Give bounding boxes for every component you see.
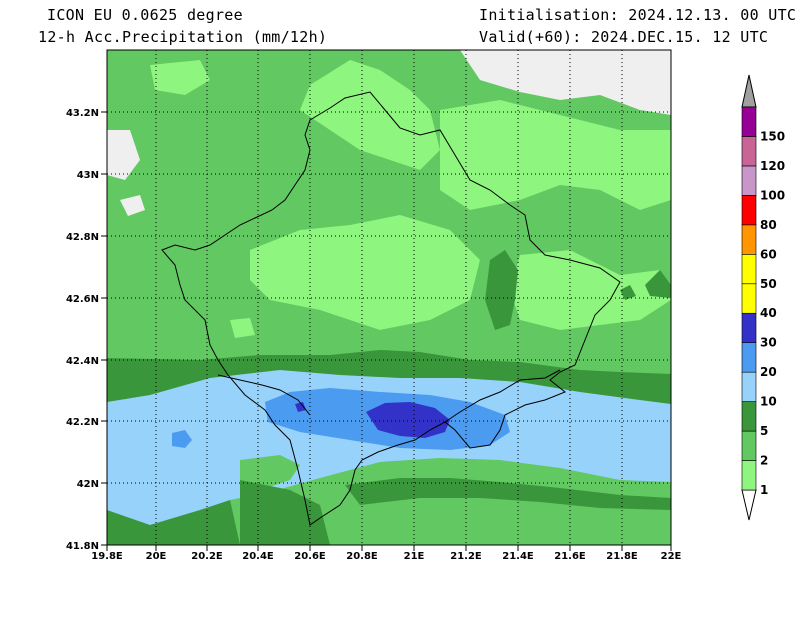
legend-arrow-top [741,74,757,108]
y-tick-label: 41.8N [66,541,99,552]
grid [107,50,671,545]
admin-border-2 [217,374,311,416]
x-tick-label: 21.4E [502,551,534,562]
dark-green-south3 [345,478,671,510]
country-border [161,91,621,526]
legend-label: 80 [760,218,777,232]
x-tick-label: 19.8E [91,551,123,562]
y-tick-label: 42.8N [66,232,99,243]
legend-color-box [741,342,757,373]
legend-color-box [741,312,757,343]
light-green-south [240,455,300,490]
dark-green-south [107,500,240,545]
y-tick-label: 43.2N [66,108,99,119]
legend-color-box [741,106,757,137]
legend-label: 2 [760,454,768,468]
legend-color-box [741,371,757,402]
mid-green-n [300,60,440,170]
x-tick-label: 21.8E [606,551,638,562]
legend-label: 1 [760,483,768,497]
dry-area-sw-blob [120,195,145,216]
legend-color-box [741,430,757,461]
legend-color-box [741,165,757,196]
legend-color-box [741,283,757,314]
x-tick-labels: 19.8E 20E 20.2E 20.4E 20.6E 20.8E 21E 21… [91,551,681,562]
legend-label: 120 [760,159,785,173]
y-tick-label: 42.2N [66,417,99,428]
legend-color-box [741,401,757,432]
y-tick-label: 42.4N [66,356,99,367]
x-tick-label: 22E [661,551,682,562]
x-tick-label: 21.2E [450,551,482,562]
precip-field [107,50,671,545]
admin-border [444,369,561,423]
legend-arrow-bottom [741,489,757,521]
x-tick-label: 20E [146,551,167,562]
deep-blue-core [366,402,450,438]
x-tick-label: 20.8E [346,551,378,562]
dry-area-nw [107,130,140,180]
dry-area-ne [460,50,671,115]
mid-green-w-blob [230,318,255,338]
color-legend: 1 2 5 10 20 30 40 50 60 80 100 120 150 [741,74,785,521]
legend-color-box [741,254,757,285]
init-time: Initialisation: 2024.12.13. 00 UTC [479,6,797,24]
legend-label: 30 [760,336,777,350]
x-tick-label: 21E [404,551,425,562]
legend-color-box [741,136,757,167]
x-tick-label: 20.2E [191,551,223,562]
legend-label: 20 [760,365,777,379]
dark-green-e2 [620,285,636,300]
legend-label: 100 [760,188,785,202]
field-title: 12-h Acc.Precipitation (mm/12h) [38,28,328,46]
mid-green-nw [150,60,210,95]
valid-time: Valid(+60): 2024.DEC.15. 12 UTC [479,28,769,46]
legend-color-box [741,195,757,226]
mid-green-e [510,250,671,330]
legend-color-box [741,224,757,255]
legend-color-box [741,460,757,491]
legend-label: 60 [760,247,777,261]
legend-label: 10 [760,395,777,409]
dark-green-e3 [645,270,671,298]
legend-label: 40 [760,306,777,320]
y-tick-label: 42.6N [66,294,99,305]
light-blue-band [107,370,671,540]
y-tick-label: 42N [77,479,99,490]
dark-green-e [485,250,518,330]
y-tick-labels: 43.2N 43N 42.8N 42.6N 42.4N 42.2N 42N 41… [66,108,99,552]
mid-green-ne [440,100,671,210]
mid-green-center [250,215,480,330]
x-ticks [106,545,672,551]
light-blue-blob-w [172,430,192,448]
legend-label: 50 [760,277,777,291]
deep-blue-dot [295,402,306,412]
x-tick-label: 20.6E [294,551,326,562]
x-tick-label: 21.6E [554,551,586,562]
model-title: ICON EU 0.0625 degree [47,6,243,24]
x-tick-label: 20.4E [242,551,274,562]
dark-green-south2 [240,480,330,545]
y-tick-label: 43N [77,170,99,181]
y-ticks [101,111,107,546]
legend-label: 5 [760,424,768,438]
legend-label: 150 [760,129,785,143]
